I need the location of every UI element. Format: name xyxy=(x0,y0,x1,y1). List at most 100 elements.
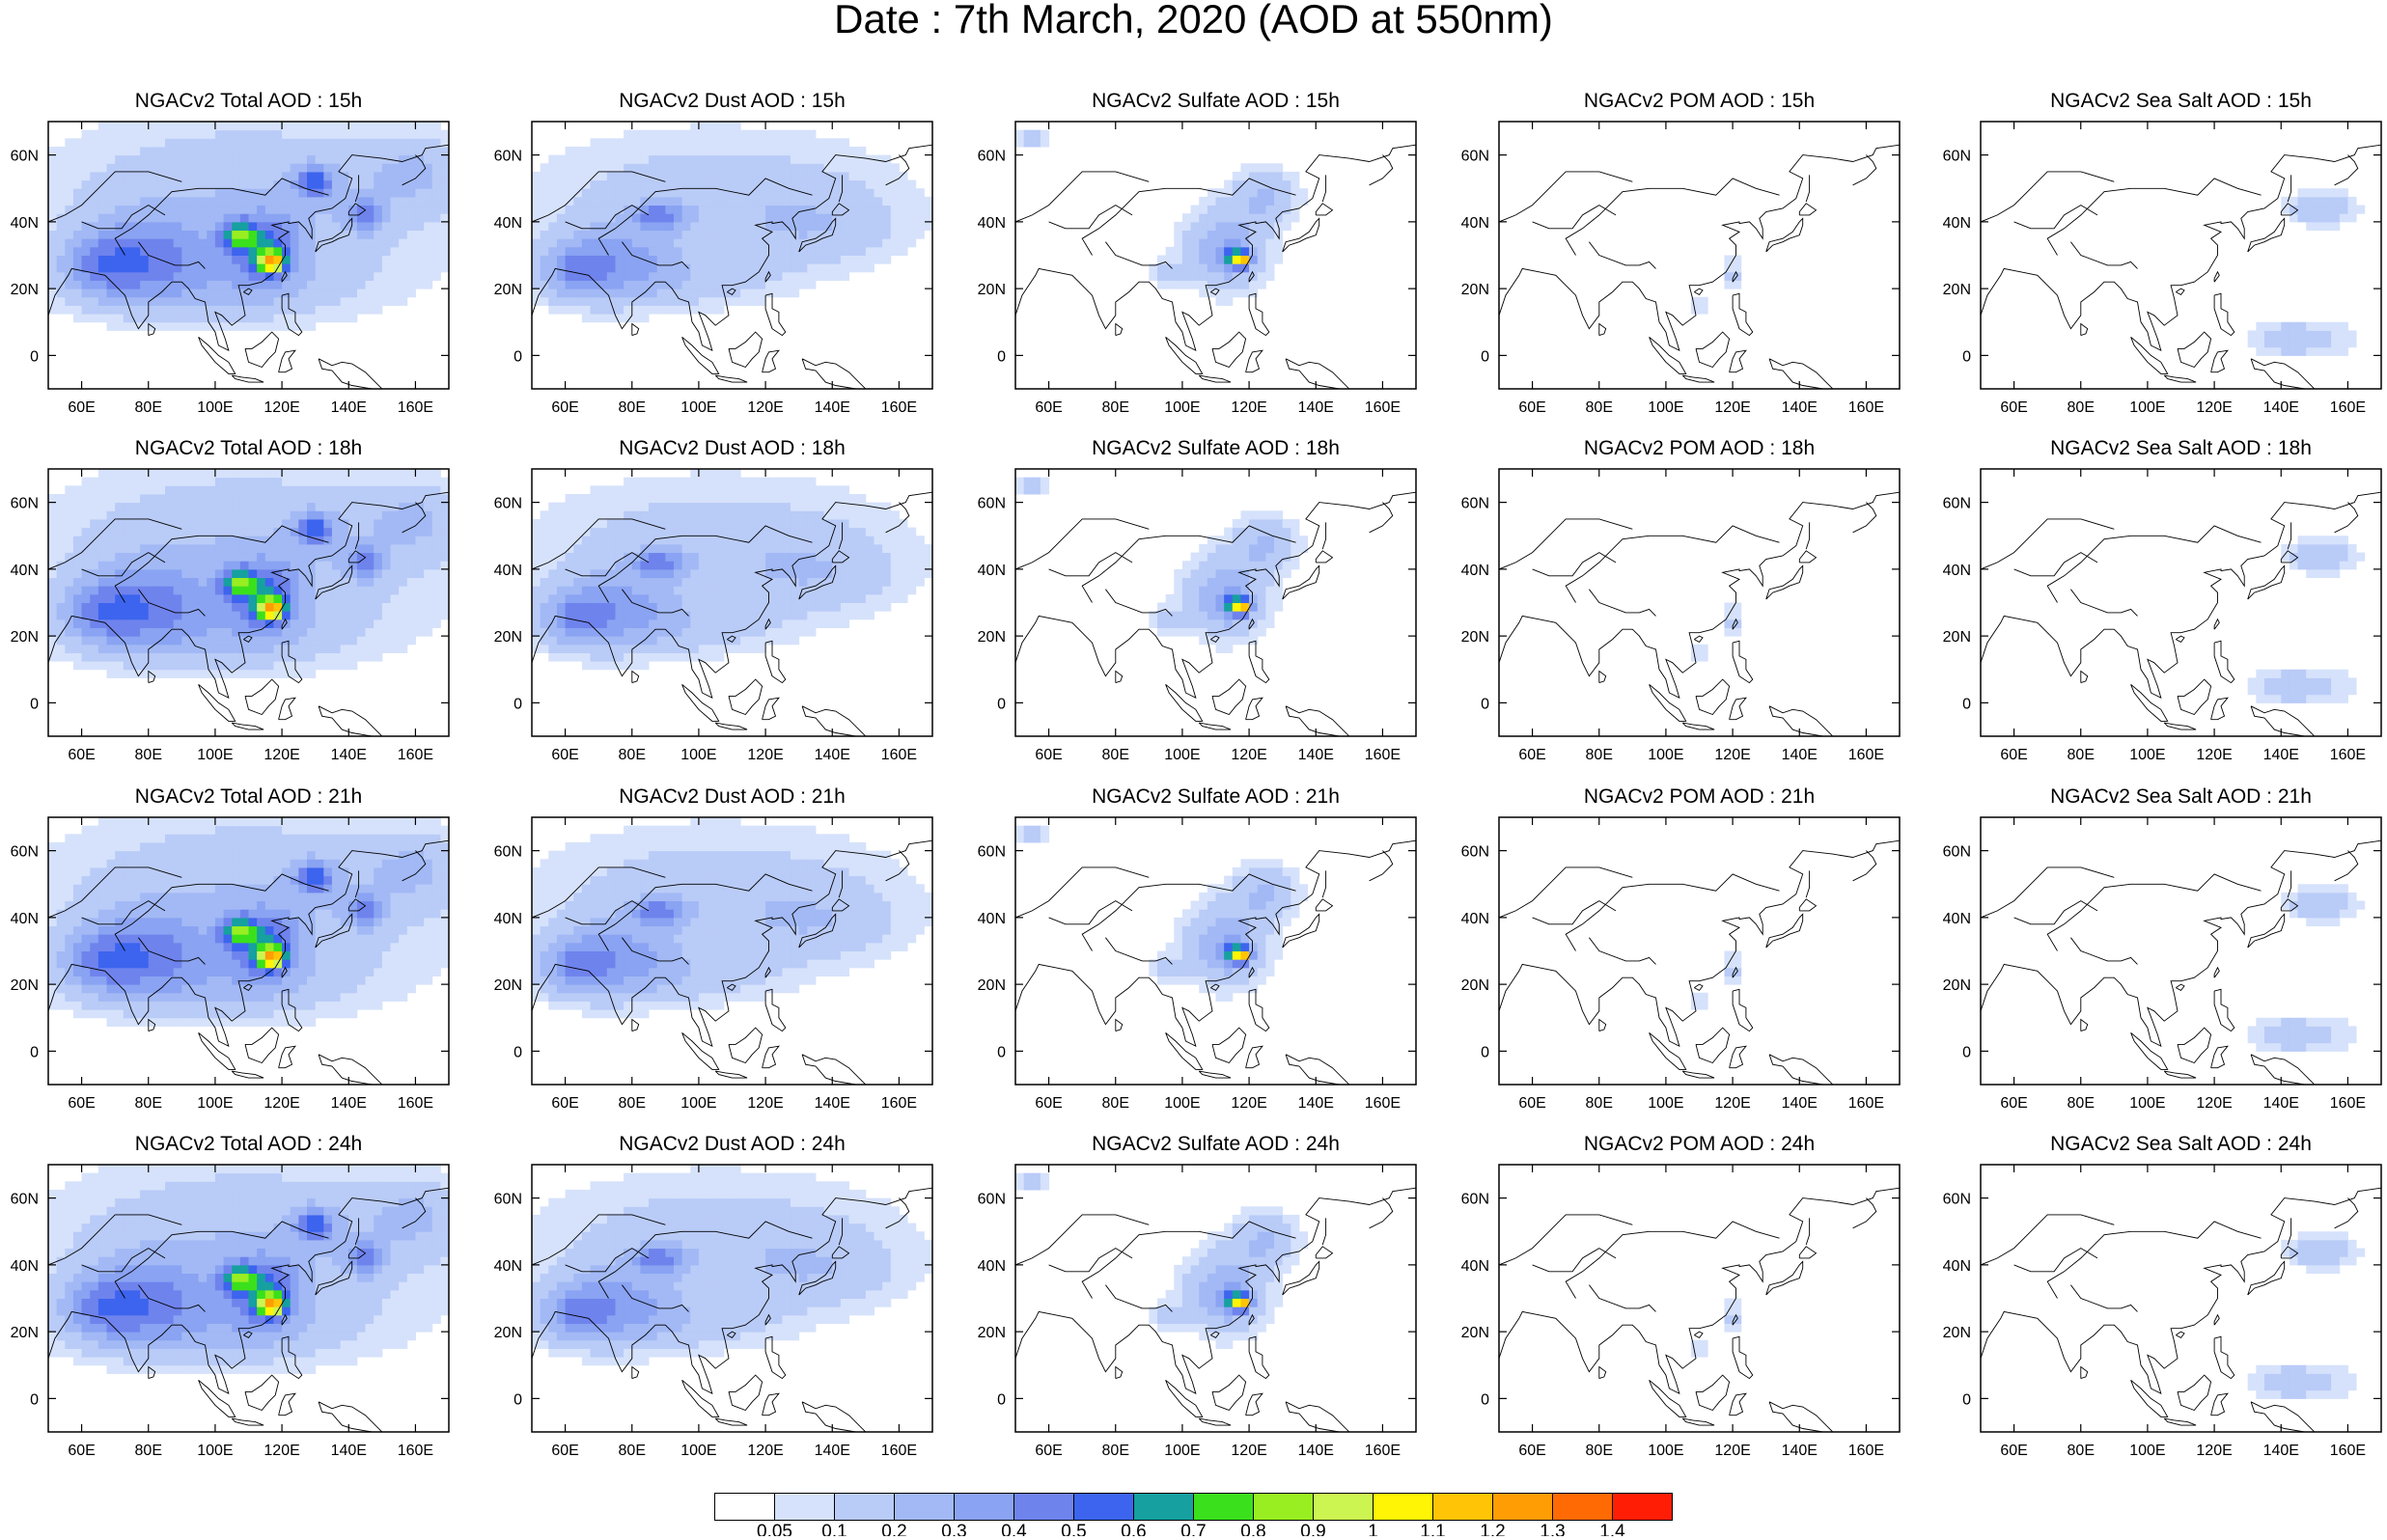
x-tick-label: 80E xyxy=(619,399,646,416)
coastline xyxy=(622,241,689,269)
aod-field xyxy=(532,817,932,1085)
coastline xyxy=(148,322,156,337)
coastline xyxy=(81,900,166,925)
colorbar-label: 0.9 xyxy=(1300,1522,1325,1536)
coastline xyxy=(148,1018,156,1032)
coastline xyxy=(1852,1197,1877,1229)
coastline xyxy=(798,564,837,600)
colorbar-label: 1.3 xyxy=(1540,1522,1565,1536)
coastline xyxy=(727,635,736,643)
coastline xyxy=(2046,178,2262,256)
coastline xyxy=(1798,203,1818,216)
x-tick-label: 160E xyxy=(1365,1443,1401,1459)
coastline xyxy=(597,873,813,951)
x-tick-label: 60E xyxy=(551,747,578,763)
y-tick-label: 40N xyxy=(978,563,1006,579)
coastline xyxy=(347,898,367,912)
x-tick-label: 120E xyxy=(1231,1095,1266,1112)
y-tick-label: 40N xyxy=(1461,215,1489,232)
x-tick-label: 60E xyxy=(68,1443,95,1459)
coastline xyxy=(1532,552,1617,577)
coastline xyxy=(2013,1248,2098,1273)
x-tick-label: 80E xyxy=(2068,399,2095,416)
plot-frame xyxy=(1498,121,1901,390)
coastline xyxy=(2130,336,2169,374)
coastline xyxy=(1499,839,1900,1048)
coastline xyxy=(838,1218,844,1246)
y-tick-label: 0 xyxy=(513,348,522,365)
coastline xyxy=(244,1374,280,1412)
y-tick-label: 60N xyxy=(978,496,1006,512)
coastline xyxy=(1321,1218,1327,1246)
x-tick-label: 140E xyxy=(815,747,850,763)
panel-sulfate-24h: NGACv2 Sulfate AOD : 24h 60E 80E 100E 120E 14… xyxy=(978,1133,1417,1459)
coastline xyxy=(2210,697,2229,721)
coastline xyxy=(2280,550,2299,564)
colorbar-swatch xyxy=(1373,1493,1433,1521)
coastline xyxy=(1981,839,2381,1048)
coastline xyxy=(243,635,253,643)
y-tick-label: 20N xyxy=(1461,629,1489,646)
panel-title: NGACv2 Dust AOD : 21h xyxy=(619,785,846,808)
coastline xyxy=(2177,331,2212,369)
coastline xyxy=(281,1313,288,1326)
colorbar-label: 0.7 xyxy=(1180,1522,1206,1536)
coastline xyxy=(1105,241,1173,269)
x-tick-label: 80E xyxy=(1586,1095,1613,1112)
coastline xyxy=(243,288,253,295)
coastline xyxy=(2210,349,2229,373)
coastline xyxy=(2176,1331,2185,1338)
coastline xyxy=(565,205,650,230)
y-tick-label: 60N xyxy=(978,1192,1006,1208)
colorbar-label: 0.05 xyxy=(757,1522,792,1536)
x-tick-label: 140E xyxy=(2263,1095,2299,1112)
colorbar-swatch xyxy=(1253,1493,1314,1521)
coastline xyxy=(1081,525,1296,603)
coastline xyxy=(244,331,280,369)
coastline xyxy=(1321,175,1327,203)
y-tick-label: 40N xyxy=(11,1258,39,1275)
y-tick-label: 60N xyxy=(1943,496,1971,512)
x-tick-label: 160E xyxy=(398,747,433,763)
coastline xyxy=(2070,1284,2138,1312)
y-tick-label: 20N xyxy=(978,629,1006,646)
x-tick-label: 100E xyxy=(1648,1443,1683,1459)
coastline xyxy=(885,850,910,882)
coastline xyxy=(1081,873,1296,951)
coastline xyxy=(1695,331,1731,369)
coastline xyxy=(48,518,182,570)
coastline xyxy=(2080,322,2089,337)
coastline xyxy=(281,988,303,1032)
coastline xyxy=(278,1392,296,1416)
x-tick-label: 120E xyxy=(264,1095,299,1112)
y-tick-label: 20N xyxy=(1943,1325,1971,1341)
coastline xyxy=(1245,697,1263,721)
x-tick-label: 140E xyxy=(1298,399,1334,416)
coastline xyxy=(1765,564,1804,600)
coastline xyxy=(1210,983,1220,991)
coastline xyxy=(198,1031,236,1070)
coastline xyxy=(2210,1392,2229,1416)
x-tick-label: 120E xyxy=(1231,399,1266,416)
x-tick-label: 140E xyxy=(331,1095,367,1112)
panel-title: NGACv2 Sea Salt AOD : 24h xyxy=(2050,1133,2312,1155)
coastline xyxy=(762,1392,780,1416)
coastline xyxy=(1768,1054,1834,1085)
x-tick-label: 60E xyxy=(2000,1443,2027,1459)
coastline xyxy=(1210,288,1220,295)
x-tick-label: 160E xyxy=(1848,1443,1884,1459)
aod-field xyxy=(1981,469,2381,736)
x-tick-label: 60E xyxy=(1518,1443,1545,1459)
coastline xyxy=(1589,1284,1656,1312)
aod-field xyxy=(48,122,449,389)
x-tick-label: 80E xyxy=(1586,1443,1613,1459)
y-tick-label: 40N xyxy=(11,563,39,579)
y-tick-label: 60N xyxy=(494,1192,522,1208)
coastline xyxy=(1165,683,1204,722)
y-tick-label: 20N xyxy=(494,977,522,994)
coastline xyxy=(764,640,787,684)
coastline xyxy=(885,1197,910,1229)
colorbar-swatch xyxy=(1013,1493,1074,1521)
coastline xyxy=(798,1260,837,1296)
coastline xyxy=(1315,550,1334,564)
